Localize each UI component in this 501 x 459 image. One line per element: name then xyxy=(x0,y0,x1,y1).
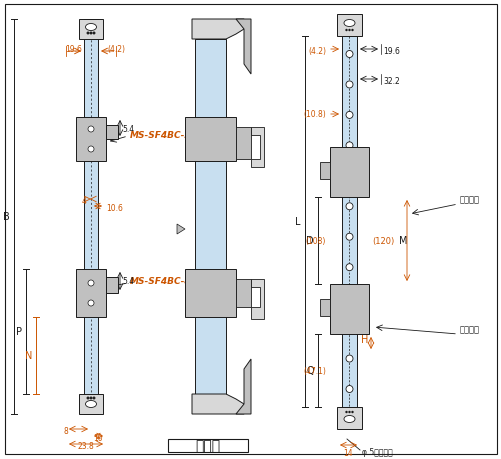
Text: 検測幅度: 検測幅度 xyxy=(460,195,480,204)
Ellipse shape xyxy=(86,24,97,31)
Circle shape xyxy=(346,51,353,58)
Polygon shape xyxy=(192,20,244,40)
Ellipse shape xyxy=(86,401,97,408)
Circle shape xyxy=(88,300,94,306)
Ellipse shape xyxy=(344,21,355,28)
Text: 4: 4 xyxy=(81,196,86,206)
Polygon shape xyxy=(195,40,226,394)
Text: 23.8: 23.8 xyxy=(78,441,94,450)
Polygon shape xyxy=(236,128,251,160)
Circle shape xyxy=(346,355,353,362)
Circle shape xyxy=(346,386,353,392)
Polygon shape xyxy=(185,269,236,317)
Text: (10.8): (10.8) xyxy=(303,110,326,119)
Polygon shape xyxy=(236,359,251,414)
Circle shape xyxy=(88,280,94,286)
Text: MS-SF4BC-2: MS-SF4BC-2 xyxy=(130,130,191,139)
Text: H: H xyxy=(361,334,368,344)
Polygon shape xyxy=(236,20,251,75)
Circle shape xyxy=(346,264,353,271)
Circle shape xyxy=(88,127,94,133)
Circle shape xyxy=(87,33,89,35)
Polygon shape xyxy=(177,224,185,235)
Text: 5.4: 5.4 xyxy=(122,124,134,133)
Text: (108): (108) xyxy=(306,236,326,246)
Text: 10: 10 xyxy=(94,433,103,442)
Text: 14: 14 xyxy=(344,448,353,457)
Polygon shape xyxy=(168,439,248,452)
Circle shape xyxy=(348,411,351,413)
Text: (4.2): (4.2) xyxy=(308,47,326,56)
Text: L: L xyxy=(296,217,301,227)
Circle shape xyxy=(345,30,348,32)
Polygon shape xyxy=(106,126,118,140)
Text: 19.6: 19.6 xyxy=(66,45,83,54)
Polygon shape xyxy=(337,407,362,429)
Polygon shape xyxy=(236,280,251,308)
Polygon shape xyxy=(84,20,98,414)
Polygon shape xyxy=(79,394,103,414)
Text: 32.2: 32.2 xyxy=(383,77,400,86)
Circle shape xyxy=(351,30,354,32)
Text: 光軸間隔: 光軸間隔 xyxy=(460,325,480,334)
Circle shape xyxy=(346,82,353,89)
Polygon shape xyxy=(76,118,106,162)
Polygon shape xyxy=(251,128,264,168)
Text: 投光器: 投光器 xyxy=(195,438,220,453)
Circle shape xyxy=(346,112,353,119)
Text: P: P xyxy=(16,327,22,337)
Circle shape xyxy=(93,33,95,35)
Circle shape xyxy=(346,203,353,210)
Text: (47.1): (47.1) xyxy=(303,366,326,375)
Text: B: B xyxy=(3,212,10,222)
Circle shape xyxy=(87,397,89,399)
Text: N: N xyxy=(25,351,32,361)
Circle shape xyxy=(346,173,353,180)
Text: 10.6: 10.6 xyxy=(106,203,123,213)
Polygon shape xyxy=(320,162,330,179)
Text: 19.6: 19.6 xyxy=(383,47,400,56)
Text: (4.2): (4.2) xyxy=(107,45,125,54)
Text: (120): (120) xyxy=(372,236,394,246)
Polygon shape xyxy=(330,285,369,334)
Circle shape xyxy=(346,325,353,332)
Polygon shape xyxy=(185,118,236,162)
Polygon shape xyxy=(76,269,106,317)
Polygon shape xyxy=(320,299,330,316)
Text: MS-SF4BC-4: MS-SF4BC-4 xyxy=(130,277,191,286)
Circle shape xyxy=(93,397,95,399)
Text: 5.4: 5.4 xyxy=(122,277,134,286)
Circle shape xyxy=(88,147,94,153)
Circle shape xyxy=(346,234,353,241)
Circle shape xyxy=(351,411,354,413)
Ellipse shape xyxy=(344,415,355,423)
Circle shape xyxy=(90,33,92,35)
Polygon shape xyxy=(337,15,362,37)
Text: φ 5灰色電線: φ 5灰色電線 xyxy=(362,448,393,457)
Polygon shape xyxy=(106,277,118,293)
Polygon shape xyxy=(79,20,103,40)
Polygon shape xyxy=(330,148,369,197)
Circle shape xyxy=(90,397,92,399)
Polygon shape xyxy=(192,394,244,414)
Text: D: D xyxy=(307,236,314,246)
Circle shape xyxy=(345,411,348,413)
Polygon shape xyxy=(251,280,264,319)
Text: M: M xyxy=(399,236,407,246)
Text: 8: 8 xyxy=(64,426,68,435)
Circle shape xyxy=(346,295,353,302)
Polygon shape xyxy=(342,37,357,407)
Circle shape xyxy=(346,143,353,150)
Circle shape xyxy=(348,30,351,32)
Text: Q: Q xyxy=(307,366,314,375)
